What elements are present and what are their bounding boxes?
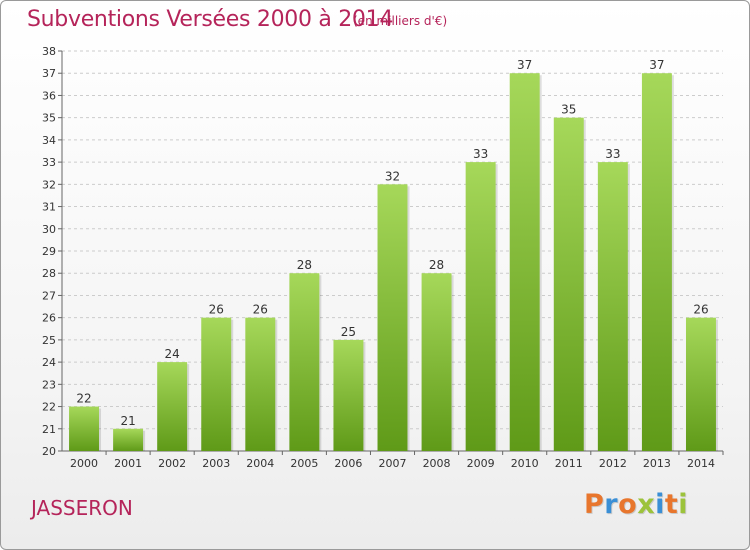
logo-letter: P	[584, 489, 605, 520]
bar-2011	[553, 117, 584, 452]
x-tick-label: 2008	[423, 457, 451, 470]
data-label: 21	[120, 414, 135, 428]
logo-letter: t	[664, 489, 679, 520]
y-tick-label: 26	[42, 312, 56, 325]
bar-2010	[509, 73, 540, 451]
x-tick-label: 2003	[202, 457, 230, 470]
x-tick-label: 2011	[555, 457, 583, 470]
data-labels: 22 21 24 26 26 28 25 32 28 33 37 35 33 37 26	[76, 58, 708, 428]
chart-title: Subventions Versées 2000 à 2014	[27, 7, 394, 32]
data-label: 28	[429, 258, 444, 272]
logo-letter: x	[637, 489, 656, 520]
y-tick-label: 36	[42, 89, 56, 102]
bar-2004	[245, 317, 276, 451]
y-tick-label: 20	[42, 445, 56, 458]
y-tick-label: 28	[42, 267, 56, 280]
data-label: 33	[473, 147, 488, 161]
y-tick-label: 22	[42, 401, 56, 414]
x-tick-label: 2013	[643, 457, 671, 470]
y-tick-label: 21	[42, 423, 56, 436]
y-tick-label: 35	[42, 112, 56, 125]
y-tick-label: 24	[42, 356, 56, 369]
data-label: 33	[605, 147, 620, 161]
bar-2014	[685, 317, 716, 451]
x-tick-label: 2002	[158, 457, 186, 470]
x-tick-label: 2010	[511, 457, 539, 470]
x-tick-label: 2007	[379, 457, 407, 470]
logo-letter: i	[655, 489, 665, 520]
y-tick-label: 34	[42, 134, 56, 147]
x-tick-label: 2001	[114, 457, 142, 470]
chart-subtitle: (en milliers d'€)	[353, 14, 448, 28]
logo-letter: r	[604, 489, 619, 520]
x-tick-label: 2014	[687, 457, 715, 470]
data-label: 37	[649, 58, 664, 72]
bar-2000	[69, 406, 100, 451]
y-tick-label: 33	[42, 156, 56, 169]
data-label: 22	[76, 392, 91, 406]
bar-2003	[201, 317, 232, 451]
y-tick-label: 27	[42, 289, 56, 302]
bar-2013	[641, 73, 672, 451]
data-label: 32	[385, 169, 400, 183]
data-label: 28	[297, 258, 312, 272]
x-tick-label: 2005	[290, 457, 318, 470]
commune-name: JASSERON	[31, 496, 133, 520]
data-label: 26	[209, 303, 224, 317]
y-tick-label: 38	[42, 45, 56, 58]
data-label: 35	[561, 103, 576, 117]
data-label: 24	[165, 347, 180, 361]
y-tick-label: 31	[42, 201, 56, 214]
data-label: 37	[517, 58, 532, 72]
x-tick-label: 2009	[467, 457, 495, 470]
bar-2009	[465, 162, 496, 451]
y-tick-label: 37	[42, 67, 56, 80]
data-label: 26	[253, 303, 268, 317]
y-tick-label: 25	[42, 334, 56, 347]
logo-letter: i	[678, 489, 689, 520]
bar-2001	[113, 428, 144, 451]
x-tick-label: 2012	[599, 457, 627, 470]
bar-2006	[333, 339, 364, 451]
bar-2002	[157, 362, 188, 451]
logo-letter: o	[618, 489, 638, 520]
bars	[69, 73, 718, 452]
x-tick-label: 2006	[334, 457, 362, 470]
bar-2008	[421, 273, 452, 451]
proxiti-logo[interactable]: Proxiti	[584, 489, 688, 520]
y-tick-label: 32	[42, 178, 56, 191]
data-label: 26	[693, 303, 708, 317]
y-tick-label: 29	[42, 245, 56, 258]
x-tick-label: 2000	[70, 457, 98, 470]
axes: 20 21 22 23 24 25 26 27 28 29 30 31 32 33 34 35 36 37 38 20…	[42, 45, 724, 470]
bar-2012	[597, 162, 628, 451]
bar-2007	[377, 184, 408, 452]
y-tick-label: 23	[42, 378, 56, 391]
y-tick-label: 30	[42, 223, 56, 236]
bar-2005	[289, 273, 320, 451]
data-label: 25	[341, 325, 356, 339]
x-tick-label: 2004	[246, 457, 274, 470]
